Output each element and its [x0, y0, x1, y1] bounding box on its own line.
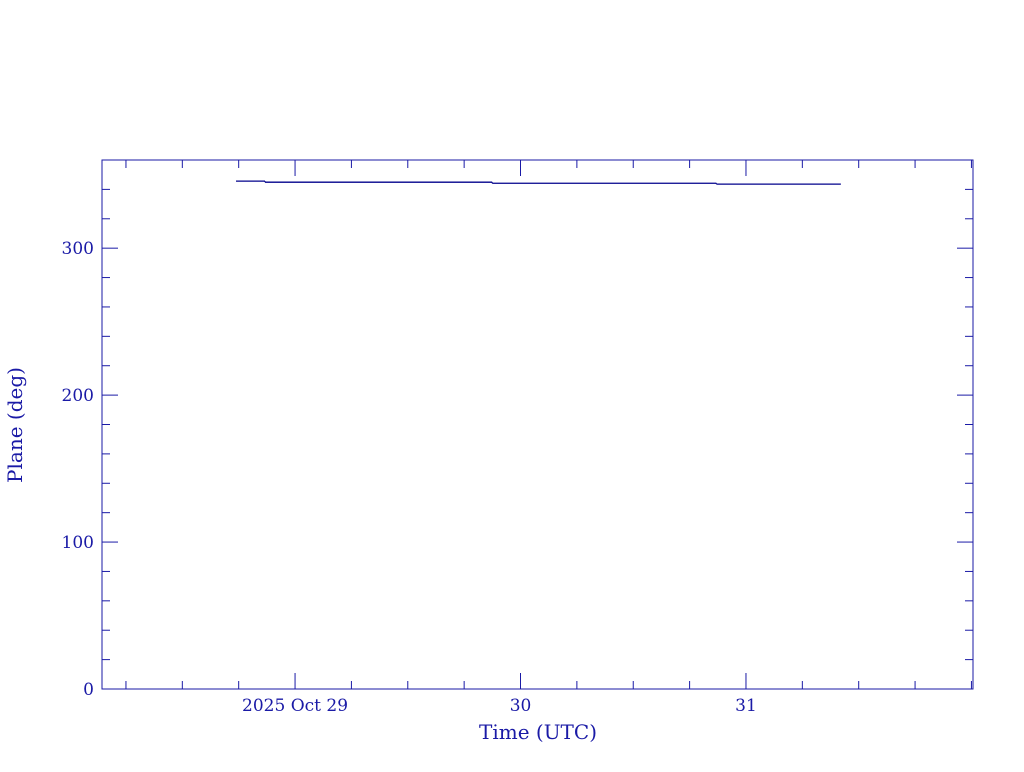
y-tick-label: 300: [62, 239, 94, 259]
plot-frame: [101, 159, 974, 690]
ticks: [102, 159, 973, 690]
y-tick-label: 200: [62, 386, 94, 406]
x-axis-label: Time (UTC): [479, 720, 597, 744]
x-tick-label: 2025 Oct 29: [242, 696, 348, 716]
y-tick-label: 0: [83, 680, 94, 700]
x-tick-label: 31: [735, 696, 757, 716]
y-axis-label: Plane (deg): [3, 367, 27, 483]
series: [236, 180, 841, 185]
y-tick-label: 100: [62, 533, 94, 553]
tick-labels: 2025 Oct 29 30 31 0 100 200 300: [62, 239, 757, 716]
x-tick-label: 30: [510, 696, 532, 716]
